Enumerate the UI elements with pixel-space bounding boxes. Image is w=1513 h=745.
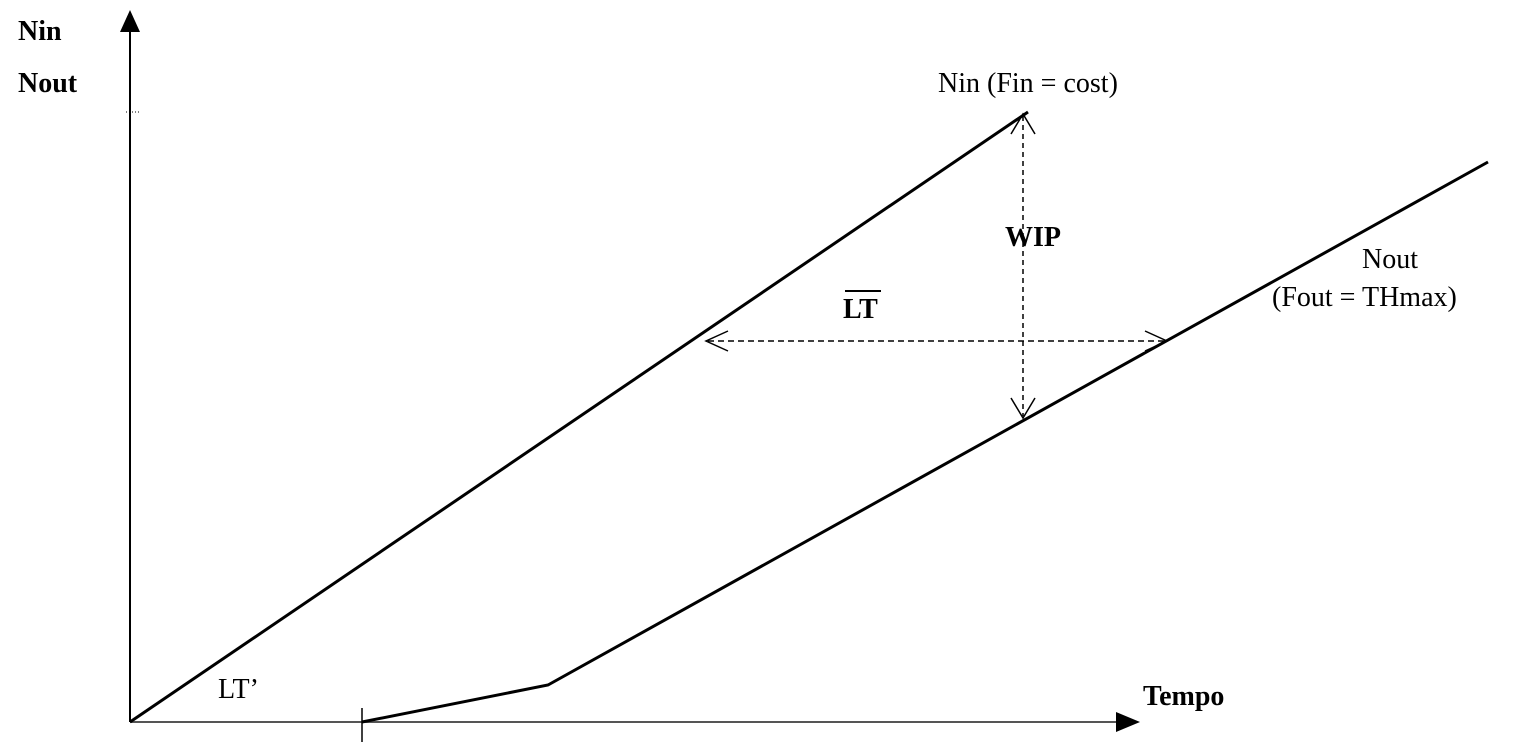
lt-label: LT: [843, 294, 878, 325]
wip-arrowhead-top: [1010, 112, 1036, 135]
y-axis-arrowhead: [120, 10, 140, 32]
nin-curve-label: Nin (Fin = cost): [938, 68, 1118, 99]
nout-curve-label-line2: (Fout = THmax): [1272, 282, 1457, 313]
y-axis-label-nin: Nin: [18, 16, 62, 47]
x-axis-label: Tempo: [1143, 681, 1224, 712]
x-axis-arrowhead: [1116, 712, 1140, 732]
wip-arrowhead-bottom: [1010, 397, 1036, 420]
nin-line: [129, 110, 1029, 724]
nout-line: [361, 160, 1489, 724]
wip-label: WIP: [1005, 222, 1061, 253]
lt-arrowhead-left: [704, 330, 729, 352]
y-axis-label-nout: Nout: [18, 68, 78, 99]
nout-curve-label-line1: Nout: [1362, 244, 1418, 275]
lt-arrowhead-right: [1144, 330, 1169, 352]
lt-prime-label: LT’: [218, 674, 259, 705]
